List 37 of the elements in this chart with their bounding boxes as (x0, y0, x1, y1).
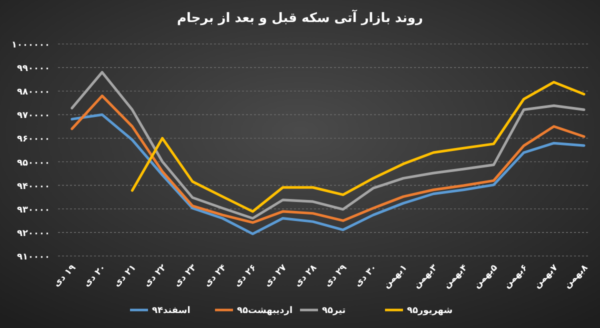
x-tick-label: ۲۶ دی (232, 263, 259, 290)
line-series (70, 113, 586, 236)
x-tick-label: ۵بهمن (472, 262, 500, 291)
legend-label: ۹۵تیر (322, 306, 346, 316)
y-tick-label: ۹۴۰۰۰۰ (17, 182, 50, 192)
y-tick-label: ۱۰۰۰۰۰۰ (12, 40, 50, 50)
x-tick-label: ۲۲ دی (142, 262, 169, 290)
line-series (70, 94, 586, 224)
x-tick-label: ۲۳ دی (172, 262, 199, 290)
y-tick-label: ۹۹۰۰۰۰ (17, 64, 50, 74)
x-tick-label: ۴بهمن (442, 262, 470, 291)
line-series (130, 80, 586, 213)
legend-label: ۹۵اردیبهشت (237, 306, 293, 316)
y-tick-label: ۹۶۰۰۰۰ (17, 134, 50, 145)
line-series (70, 70, 586, 220)
x-tick-label: ۶بهمن (502, 263, 530, 291)
x-tick-label: ۸بهمن (562, 262, 590, 291)
x-tick-label: ۱بهمن (382, 263, 410, 291)
x-tick-label: ۷بهمن (532, 262, 560, 291)
y-tick-label: ۹۵۰۰۰۰ (17, 158, 50, 168)
x-tick-label: ۲۹ دی (323, 262, 350, 290)
legend-label: ۹۵شهریور (407, 306, 453, 316)
x-tick-label: ۲۰ دی (82, 263, 108, 290)
y-tick-label: ۹۸۰۰۰۰ (17, 88, 50, 98)
x-tick-label: ۳بهمن (412, 262, 440, 291)
x-tick-label: ۱۹ دی (52, 262, 78, 290)
y-tick-label: ۹۷۰۰۰۰ (17, 111, 50, 122)
x-tick-label: ۳۰ دی (353, 263, 380, 290)
x-tick-label: ۲۱ دی (112, 263, 138, 290)
x-tick-label: ۲۷ دی (262, 262, 290, 290)
x-tick-label: ۲۸ دی (292, 262, 320, 290)
legend-label: ۹۴اسفند (152, 306, 190, 316)
x-tick-label: ۲۴ دی (202, 262, 230, 290)
y-tick-label: ۹۲۰۰۰۰ (17, 228, 50, 239)
y-tick-label: ۹۱۰۰۰۰ (17, 252, 50, 262)
y-tick-label: ۹۳۰۰۰۰ (17, 205, 50, 216)
chart-title: روند بازار آتی سکه قبل و بعد از برجام (177, 9, 423, 26)
